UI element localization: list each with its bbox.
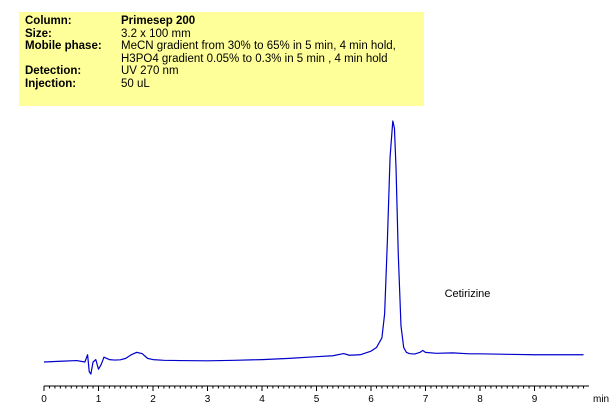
x-axis-label: min (593, 394, 609, 405)
size-label: Size: (25, 27, 52, 40)
mobile-phase-value-1: MeCN gradient from 30% to 65% in 5 min, … (121, 40, 396, 53)
mobile-phase-row: Mobile phase: MeCN gradient from 30% to … (25, 40, 424, 53)
column-value: Primesep 200 (121, 15, 196, 27)
x-tick-label: 9 (532, 394, 538, 405)
x-tick-label: 5 (314, 394, 320, 405)
size-value: 3.2 x 100 mm (121, 27, 191, 40)
x-tick-label: 2 (150, 394, 156, 405)
x-tick-label: 7 (423, 394, 429, 405)
x-axis: 0 1 2 3 4 5 6 7 8 9 min (41, 385, 609, 405)
mobile-phase-row-2: H3PO4 gradient 0.05% to 0.3% in 5 min , … (25, 53, 424, 66)
injection-label: Injection: (25, 77, 77, 90)
conditions-panel: Column: Primesep 200 Size: 3.2 x 100 mm … (19, 12, 424, 106)
peak-label: Cetirizine (445, 288, 491, 300)
x-tick-label: 4 (259, 394, 265, 405)
mobile-phase-value-2: H3PO4 gradient 0.05% to 0.3% in 5 min , … (121, 52, 388, 65)
column-label: Column: (25, 15, 72, 27)
chromatogram-trace (43, 120, 584, 375)
x-tick-label: 8 (477, 394, 483, 405)
size-row: Size: 3.2 x 100 mm (25, 28, 424, 41)
column-row: Column: Primesep 200 (25, 15, 424, 28)
x-tick-label: 1 (96, 394, 102, 405)
annotations: Cetirizine (445, 288, 491, 300)
mobile-phase-label: Mobile phase: (25, 40, 102, 53)
injection-value: 50 uL (121, 77, 150, 90)
detection-value: UV 270 nm (121, 65, 179, 78)
detection-row: Detection: UV 270 nm (25, 65, 424, 78)
x-tick-label: 3 (205, 394, 211, 405)
detection-label: Detection: (25, 65, 82, 78)
x-tick-label: 6 (368, 394, 374, 405)
x-tick-label: 0 (41, 394, 47, 405)
injection-row: Injection: 50 uL (25, 78, 424, 91)
series-group (43, 120, 584, 375)
